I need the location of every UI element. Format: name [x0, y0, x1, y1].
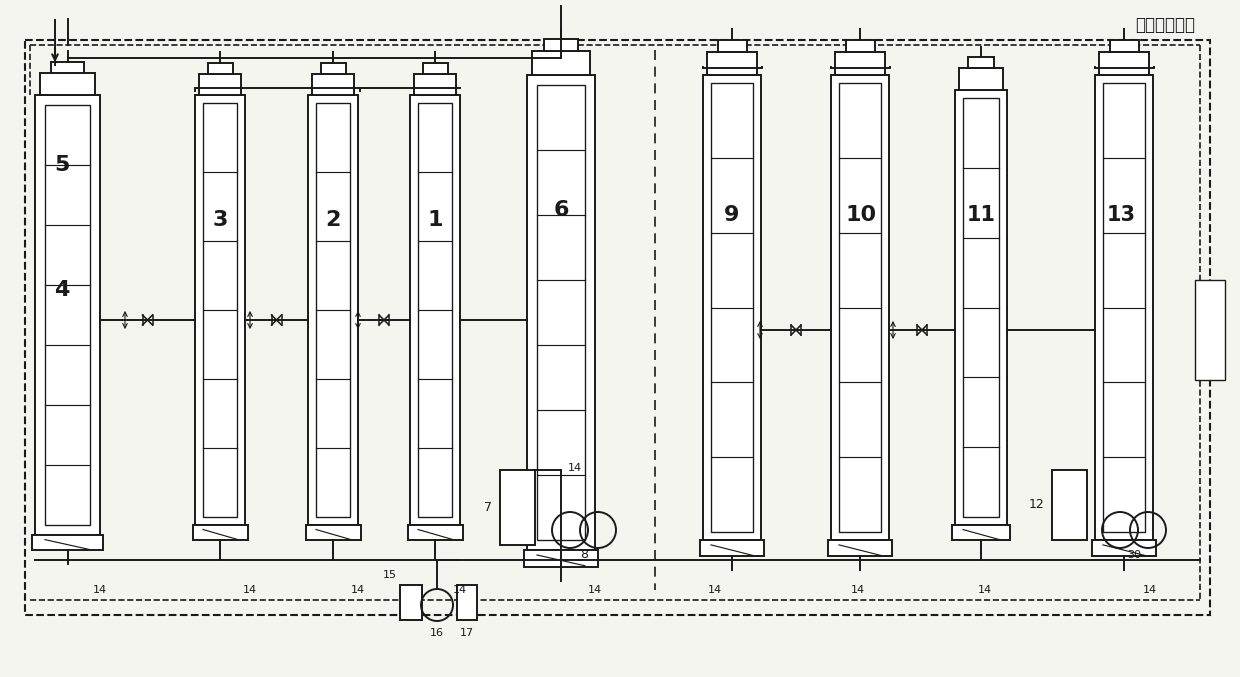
- Text: 6: 6: [553, 200, 569, 220]
- Bar: [308, 95, 358, 525]
- Text: 13: 13: [1106, 205, 1136, 225]
- Bar: [320, 63, 346, 74]
- Bar: [701, 540, 764, 556]
- Bar: [410, 95, 460, 525]
- Text: 7: 7: [484, 501, 492, 514]
- Bar: [952, 525, 1009, 540]
- Bar: [195, 95, 246, 525]
- Bar: [458, 585, 477, 620]
- Bar: [408, 525, 463, 540]
- Text: 14: 14: [568, 463, 582, 473]
- Bar: [311, 74, 355, 95]
- Text: 17: 17: [460, 628, 474, 638]
- Bar: [523, 550, 599, 567]
- Bar: [718, 40, 746, 51]
- Text: 4: 4: [55, 280, 69, 300]
- Bar: [203, 103, 237, 517]
- Bar: [839, 83, 880, 532]
- Text: 1: 1: [428, 210, 443, 230]
- Bar: [305, 525, 361, 540]
- Bar: [1100, 51, 1148, 75]
- Bar: [32, 535, 103, 550]
- Bar: [846, 40, 874, 51]
- Bar: [1052, 470, 1087, 540]
- Bar: [198, 74, 242, 95]
- Bar: [192, 525, 248, 540]
- Bar: [1195, 280, 1225, 380]
- Bar: [959, 68, 1003, 90]
- Text: 14: 14: [588, 585, 603, 595]
- Bar: [40, 73, 95, 95]
- Bar: [414, 74, 456, 95]
- Bar: [527, 75, 595, 550]
- Text: 14: 14: [93, 585, 107, 595]
- Bar: [1092, 540, 1156, 556]
- Bar: [963, 98, 999, 517]
- Bar: [707, 51, 756, 75]
- Bar: [968, 58, 994, 68]
- Text: 加分解气管路: 加分解气管路: [1135, 16, 1195, 34]
- Bar: [500, 470, 534, 545]
- Text: 14: 14: [978, 585, 992, 595]
- Text: 9: 9: [724, 205, 740, 225]
- Bar: [418, 103, 453, 517]
- Text: 12: 12: [1029, 498, 1045, 512]
- Bar: [703, 75, 761, 540]
- Bar: [828, 540, 892, 556]
- Text: 15: 15: [383, 570, 397, 580]
- Bar: [401, 585, 422, 620]
- Bar: [207, 63, 233, 74]
- Bar: [1110, 40, 1138, 51]
- Bar: [711, 83, 753, 532]
- Bar: [35, 95, 100, 535]
- Bar: [955, 90, 1007, 525]
- Bar: [45, 105, 91, 525]
- Text: 14: 14: [243, 585, 257, 595]
- Bar: [25, 40, 1210, 615]
- Text: 8: 8: [580, 548, 588, 561]
- Text: 14: 14: [851, 585, 866, 595]
- Text: 14: 14: [351, 585, 365, 595]
- Bar: [1104, 83, 1145, 532]
- Text: 3: 3: [212, 210, 228, 230]
- Bar: [423, 63, 448, 74]
- Bar: [537, 85, 585, 540]
- Text: 16: 16: [430, 628, 444, 638]
- Bar: [532, 51, 590, 75]
- Text: 10: 10: [846, 205, 877, 225]
- Text: 5: 5: [55, 155, 69, 175]
- Bar: [836, 51, 884, 75]
- Bar: [51, 62, 84, 73]
- Bar: [1095, 75, 1153, 540]
- Bar: [831, 75, 889, 540]
- Text: 30: 30: [1127, 550, 1141, 560]
- Text: 2: 2: [325, 210, 341, 230]
- Bar: [316, 103, 350, 517]
- Text: 14: 14: [453, 585, 467, 595]
- Text: 14: 14: [708, 585, 722, 595]
- Bar: [544, 39, 578, 51]
- Text: 14: 14: [1143, 585, 1157, 595]
- Text: 11: 11: [966, 205, 996, 225]
